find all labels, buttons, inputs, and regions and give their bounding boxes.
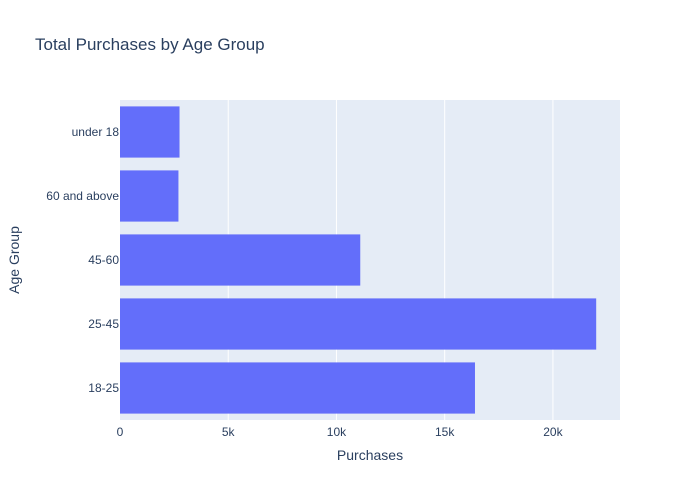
y-tick-label: 25-45: [88, 317, 119, 331]
y-tick-label: 60 and above: [46, 189, 119, 203]
y-axis-title: Age Group: [6, 226, 22, 294]
bar-under-18[interactable]: [120, 106, 180, 158]
bars: [120, 106, 597, 414]
x-tick-labels: 0 5k 10k 15k 20k: [117, 425, 564, 439]
x-tick-label: 15k: [435, 425, 455, 439]
bar-18-25[interactable]: [120, 362, 475, 414]
y-tick-label: 18-25: [88, 381, 119, 395]
x-tick-label: 5k: [222, 425, 236, 439]
y-tick-label: under 18: [72, 125, 120, 139]
x-tick-label: 10k: [327, 425, 347, 439]
y-tick-label: 45-60: [88, 253, 119, 267]
chart-title: Total Purchases by Age Group: [35, 35, 265, 54]
x-axis-title: Purchases: [337, 447, 403, 463]
bar-45-60[interactable]: [120, 234, 361, 286]
y-tick-labels: 18-25 25-45 45-60 60 and above under 18: [46, 125, 119, 395]
x-tick-label: 0: [117, 425, 124, 439]
bar-60-and-above[interactable]: [120, 170, 179, 222]
bar-25-45[interactable]: [120, 298, 597, 350]
x-tick-label: 20k: [543, 425, 563, 439]
